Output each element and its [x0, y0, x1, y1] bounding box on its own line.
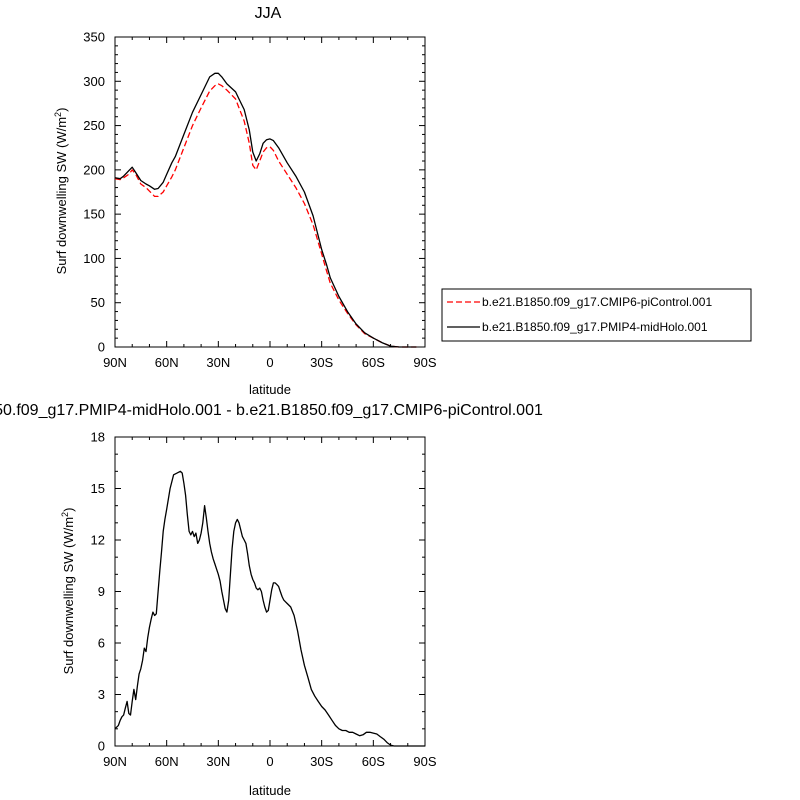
top-x-tick-label: 30N — [206, 355, 230, 370]
bottom-panel-y-axis-label-close: ) — [61, 508, 76, 512]
legend-box — [441, 288, 752, 342]
bottom-panel-x-axis-label: latitude — [249, 783, 291, 798]
bottom-panel-y-axis-label: Surf downwelling SW (W/m2) — [60, 508, 76, 675]
top-series-line-1 — [114, 72, 417, 348]
bottom-panel: b.e21.B1850.f09_g17.PMIP4-midHolo.001 - … — [0, 402, 543, 798]
top-x-tick-label: 90S — [413, 355, 436, 370]
top-panel-y-axis-label-sup: 2 — [53, 112, 63, 117]
bottom-x-tick-label: 90S — [413, 754, 436, 769]
bottom-panel-marks: 90N 60N 30N 0 30S 60S 90S 0 3 6 9 12 15 18 — [91, 430, 437, 770]
bottom-x-tick-label: 90N — [103, 754, 127, 769]
bottom-x-tick-label: 60N — [155, 754, 179, 769]
bottom-x-tick-label: 30N — [206, 754, 230, 769]
bottom-x-tick-label: 60S — [362, 754, 385, 769]
top-x-tick-label: 60N — [155, 355, 179, 370]
bottom-y-tick-label: 0 — [98, 739, 105, 754]
top-panel-title: JJA — [255, 5, 282, 22]
top-y-tick-label: 100 — [83, 251, 105, 266]
top-y-tick-label: 200 — [83, 162, 105, 177]
top-panel-y-axis-label-main: Surf downwelling SW (W/m — [54, 117, 69, 274]
bottom-y-tick-label: 15 — [91, 481, 105, 496]
bottom-panel-y-axis-label-sup: 2 — [60, 512, 70, 517]
top-panel-y-axis-label-close: ) — [54, 108, 69, 112]
top-x-tick-label: 90N — [103, 355, 127, 370]
bottom-panel-title: b.e21.B1850.f09_g17.PMIP4-midHolo.001 - … — [0, 402, 543, 419]
bottom-x-tick-label: 0 — [266, 754, 273, 769]
bottom-panel-y-axis-label-main: Surf downwelling SW (W/m — [61, 517, 76, 674]
bottom-series-line-0 — [114, 470, 425, 747]
bottom-y-tick-label: 12 — [91, 533, 105, 548]
bottom-y-tick-label: 6 — [98, 636, 105, 651]
top-panel-y-axis-label: Surf downwelling SW (W/m2) — [53, 108, 69, 275]
legend-label-midholo: b.e21.B1850.f09_g17.PMIP4-midHolo.001 — [482, 320, 708, 334]
top-panel-marks: 90N 60N 30N 0 30S 60S 90S 0 50 100 150 200 250 300 350 — [83, 30, 437, 371]
top-y-tick-label: 300 — [83, 74, 105, 89]
top-x-tick-label: 30S — [310, 355, 333, 370]
top-x-tick-label: 0 — [266, 355, 273, 370]
bottom-y-tick-label: 3 — [98, 687, 105, 702]
top-y-tick-label: 50 — [91, 295, 105, 310]
top-panel-x-axis-label: latitude — [249, 382, 291, 397]
bottom-x-tick-label: 30S — [310, 754, 333, 769]
top-panel: JJA 90N 60N 30N 0 30S 60S 90S 0 50 100 150 200 250 30… — [53, 5, 752, 397]
top-y-tick-label: 0 — [98, 340, 105, 355]
top-y-tick-label: 350 — [83, 30, 105, 45]
top-y-tick-label: 250 — [83, 118, 105, 133]
bottom-y-tick-label: 18 — [91, 430, 105, 445]
bottom-y-tick-label: 9 — [98, 584, 105, 599]
legend: b.e21.B1850.f09_g17.CMIP6-piControl.001 … — [441, 288, 752, 342]
top-plot-frame — [114, 36, 426, 348]
legend-label-picontrol: b.e21.B1850.f09_g17.CMIP6-piControl.001 — [482, 295, 712, 309]
top-x-tick-label: 60S — [362, 355, 385, 370]
bottom-plot-frame — [114, 436, 426, 747]
top-series-line-0 — [114, 83, 417, 348]
top-y-tick-label: 150 — [83, 207, 105, 222]
